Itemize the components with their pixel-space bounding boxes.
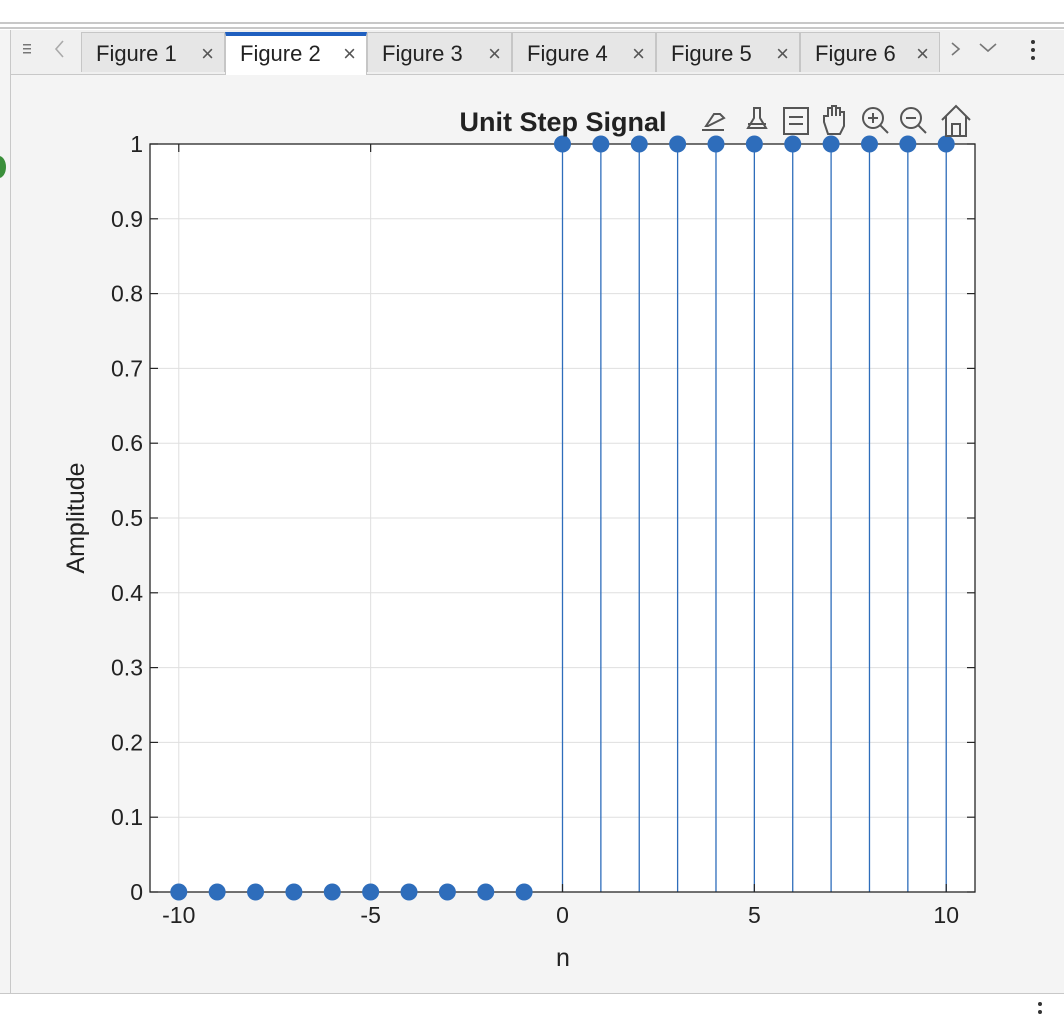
y-tick-label: 0.3 <box>111 655 143 681</box>
y-tick-label: 0.1 <box>111 804 143 830</box>
stem-marker <box>899 135 917 153</box>
stem-marker <box>170 883 188 901</box>
stem-marker <box>247 883 265 901</box>
stem-marker <box>554 135 571 153</box>
x-tick-label: 5 <box>748 902 761 928</box>
stem-marker <box>822 135 840 153</box>
y-axis-label: Amplitude <box>62 462 90 573</box>
status-indicator <box>0 156 6 178</box>
chevron-left-glyph <box>54 40 64 58</box>
tab-label: Figure 4 <box>527 41 608 66</box>
close-icon[interactable]: × <box>343 41 356 66</box>
export-icon[interactable] <box>702 113 726 131</box>
y-tick-label: 0.6 <box>111 430 143 456</box>
close-icon[interactable]: × <box>776 41 789 66</box>
stem-marker <box>285 883 303 901</box>
stem-marker <box>707 135 725 153</box>
pan-icon[interactable] <box>823 105 845 135</box>
more-vertical-glyph <box>1031 40 1035 60</box>
data-tips-icon[interactable] <box>783 107 809 135</box>
stem-marker <box>745 135 763 153</box>
y-tick-label: 0.7 <box>111 355 143 381</box>
home-icon[interactable] <box>941 104 971 137</box>
chevron-left-icon[interactable] <box>53 38 65 66</box>
close-icon[interactable]: × <box>916 41 929 66</box>
stem-marker <box>400 883 418 901</box>
stem-marker <box>630 135 648 153</box>
y-tick-label: 1 <box>130 131 143 157</box>
tab-figure-1[interactable]: Figure 1 × <box>81 32 225 72</box>
x-tick-labels: -10 -5 0 5 10 <box>162 902 959 928</box>
stem-marker <box>208 883 226 901</box>
chevron-down-icon[interactable] <box>977 36 999 63</box>
zoom-in-icon[interactable] <box>862 107 889 134</box>
stem-marker <box>937 135 955 153</box>
tab-figure-5[interactable]: Figure 5 × <box>656 32 800 72</box>
tab-figure-4[interactable]: Figure 4 × <box>512 32 656 72</box>
x-tick-label: 10 <box>933 902 959 928</box>
more-vertical-icon[interactable] <box>1036 998 1044 1026</box>
close-icon[interactable]: × <box>201 41 214 66</box>
stem-marker <box>323 883 341 901</box>
stem-series <box>561 144 947 892</box>
axes-toolbar <box>702 104 971 137</box>
stem-marker <box>362 883 380 901</box>
close-icon[interactable]: × <box>632 41 645 66</box>
stem-marker <box>784 135 802 153</box>
chevron-right-glyph <box>951 42 961 56</box>
brush-icon[interactable] <box>746 107 768 129</box>
y-tick-label: 0.2 <box>111 729 143 755</box>
y-tick-label: 0.4 <box>111 580 143 606</box>
y-tick-label: 0.5 <box>111 505 143 531</box>
zoom-out-icon[interactable] <box>900 107 927 134</box>
stem-marker <box>438 883 456 901</box>
tab-figure-2[interactable]: Figure 2 × <box>225 32 367 75</box>
menu-icon-glyph <box>23 44 31 54</box>
menu-icon[interactable] <box>23 43 35 60</box>
tab-label: Figure 1 <box>96 41 177 66</box>
window-bottom-strip <box>0 994 1064 1022</box>
stem-marker <box>515 883 533 901</box>
x-tick-label: -10 <box>162 902 195 928</box>
left-panel-edge <box>0 30 11 994</box>
tab-label: Figure 3 <box>382 41 463 66</box>
y-tick-label: 0.9 <box>111 206 143 232</box>
stem-marker <box>477 883 495 901</box>
chevron-right-icon[interactable] <box>949 38 963 66</box>
x-axis-label: n <box>556 944 570 972</box>
more-vertical-icon[interactable] <box>1029 38 1037 68</box>
stem-marker <box>860 135 878 153</box>
close-icon[interactable]: × <box>488 41 501 66</box>
tab-label: Figure 6 <box>815 41 896 66</box>
tab-label: Figure 2 <box>240 41 321 66</box>
window-divider <box>0 993 1064 994</box>
chevron-down-glyph <box>979 43 997 53</box>
tab-figure-3[interactable]: Figure 3 × <box>367 32 512 72</box>
window-divider <box>0 27 1064 29</box>
window-top-strip <box>0 0 1064 22</box>
y-tick-label: 0 <box>130 879 143 905</box>
y-tick-label: 0.8 <box>111 281 143 307</box>
x-tick-label: 0 <box>556 902 569 928</box>
y-tick-labels: 0 0.1 0.2 0.3 0.4 0.5 0.6 0.7 0.8 0.9 1 <box>111 131 143 905</box>
tab-label: Figure 5 <box>671 41 752 66</box>
stem-marker <box>592 135 610 153</box>
stem-marker <box>669 135 687 153</box>
tab-figure-6[interactable]: Figure 6 × <box>800 32 940 72</box>
window-divider <box>0 22 1064 24</box>
stem-markers <box>170 135 955 901</box>
chart-title: Unit Step Signal <box>459 107 666 137</box>
figure-tab-bar: Figure 1 × Figure 2 × Figure 3 × Figure … <box>11 30 1064 75</box>
more-vertical-glyph <box>1038 1002 1042 1014</box>
x-tick-label: -5 <box>360 902 380 928</box>
